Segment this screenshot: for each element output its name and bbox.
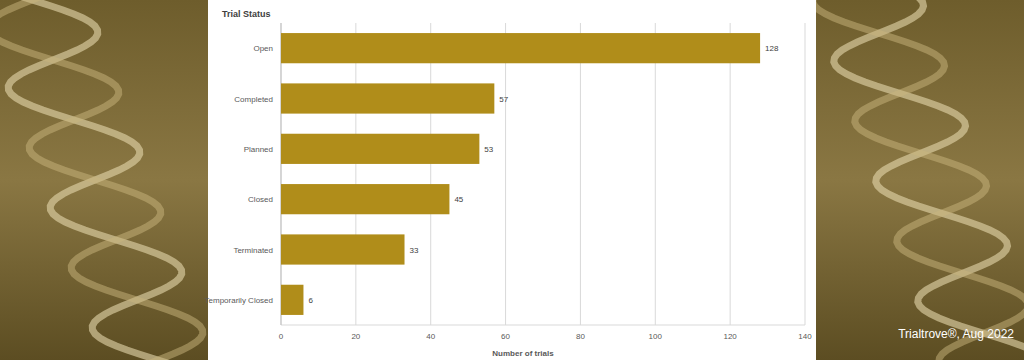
chart-svg: Trial Status 0 20 40 60 80 100 120 140 Number of … xyxy=(0,0,1024,360)
grid xyxy=(281,23,805,325)
tick-label: 40 xyxy=(426,332,435,341)
panel xyxy=(208,0,816,360)
data-label: 45 xyxy=(454,195,463,204)
bar xyxy=(281,234,405,264)
grid-line xyxy=(505,23,506,325)
bar xyxy=(281,184,449,214)
y-axis-line xyxy=(281,23,282,325)
chart-root: Trial Status 0 20 40 60 80 100 120 140 Number of … xyxy=(0,0,1024,360)
tick-label: 120 xyxy=(723,332,737,341)
bar xyxy=(281,33,760,63)
data-label: 128 xyxy=(765,44,779,53)
bars xyxy=(281,33,760,315)
bar xyxy=(281,134,479,164)
tick-label: 80 xyxy=(576,332,585,341)
bar xyxy=(281,83,494,113)
helix-strand xyxy=(0,0,203,360)
category-label: Open xyxy=(253,44,273,53)
data-label: 33 xyxy=(410,246,419,255)
grid-line xyxy=(805,23,806,325)
data-label: 6 xyxy=(308,296,313,305)
grid-line xyxy=(430,23,431,325)
x-axis-line xyxy=(281,325,805,326)
category-label: Terminated xyxy=(233,246,273,255)
helix-decoration xyxy=(0,0,203,360)
category-label: Planned xyxy=(244,145,273,154)
tick-label: 0 xyxy=(279,332,284,341)
tick-label: 20 xyxy=(351,332,360,341)
helix-decoration xyxy=(813,0,1024,360)
labels: Open 128 Completed 57 Planned 53 Closed 45 Termi… xyxy=(205,44,779,305)
tick-label: 100 xyxy=(649,332,663,341)
helix-strand xyxy=(813,0,1024,360)
grid-line xyxy=(281,23,282,325)
x-axis-label: Number of trials xyxy=(492,349,554,358)
grid-line xyxy=(355,23,356,325)
source-note: Trialtrove®, Aug 2022 xyxy=(898,327,1014,341)
category-label: Completed xyxy=(234,95,273,104)
grid-line xyxy=(730,23,731,325)
grid-line xyxy=(655,23,656,325)
bar xyxy=(281,285,303,315)
tick-label: 140 xyxy=(798,332,812,341)
tick-label: 60 xyxy=(501,332,510,341)
grid-line xyxy=(580,23,581,325)
category-label: Closed xyxy=(248,195,273,204)
data-label: 53 xyxy=(484,145,493,154)
data-label: 57 xyxy=(499,95,508,104)
chart-title: Trial Status xyxy=(222,9,271,19)
category-label: Temporarily Closed xyxy=(205,296,273,305)
